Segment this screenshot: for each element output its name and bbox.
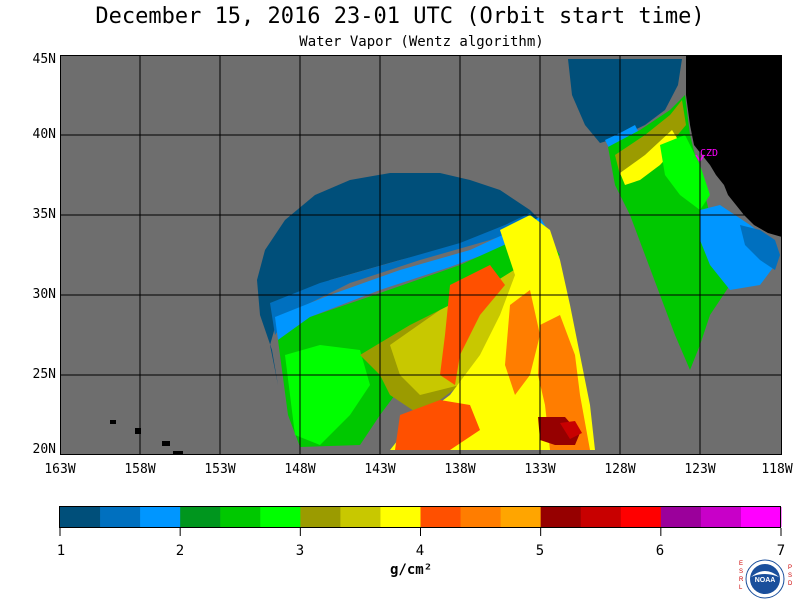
swath-east (568, 59, 780, 370)
swath-west-dark-blue (257, 173, 540, 385)
lon-label-163w: 163W (44, 462, 76, 477)
logo-inner-circle (750, 564, 780, 594)
lon-label-128w: 128W (604, 462, 636, 477)
colorbar-swatch (700, 507, 742, 527)
lat-label-40n: 40N (32, 127, 56, 142)
colorbar-label-6: 6 (655, 543, 665, 559)
colorbar-swatch (380, 507, 421, 527)
colorbar-swatch (260, 507, 301, 527)
station-label: CZD (700, 148, 718, 159)
lat-label-20n: 20N (32, 442, 56, 457)
swath-west-mid-blue (270, 213, 538, 335)
colorbar-ticks (59, 528, 782, 536)
colorbar-label-5: 5 (535, 543, 545, 559)
lat-label-35n: 35N (32, 207, 56, 222)
swath-east-bright-green (660, 135, 710, 210)
swath-east-light-blue (605, 125, 640, 150)
swath-west-orange-3 (538, 315, 590, 450)
swath-east-olive (615, 100, 686, 175)
colorbar-swatch (620, 507, 662, 527)
island (110, 420, 116, 424)
colorbar-frame (59, 506, 781, 528)
north-america-land (686, 55, 782, 237)
colorbar-label-1: 1 (56, 543, 66, 559)
colorbar-units: g/cm² (390, 562, 433, 578)
swath-west-light-blue (275, 217, 546, 340)
water-vapor-map: CZD (60, 55, 782, 455)
swath-west-bright-green (285, 345, 370, 445)
lon-label-133w: 133W (524, 462, 556, 477)
colorbar (59, 506, 782, 536)
colorbar-swatch (500, 507, 542, 527)
lon-label-118w: 118W (761, 462, 793, 477)
colorbar-swatch (660, 507, 702, 527)
swath-west-orange-4 (395, 400, 480, 450)
lon-label-153w: 153W (204, 462, 236, 477)
swath-east-dark-blue (568, 59, 682, 143)
colorbar-swatch (300, 507, 341, 527)
colorbar-swatch (740, 507, 782, 527)
colorbar-label-7: 7 (776, 543, 786, 559)
colorbar-swatch (580, 507, 622, 527)
island (162, 441, 170, 446)
page-subtitle: Water Vapor (Wentz algorithm) (299, 34, 544, 50)
island (135, 428, 141, 434)
logo-text: NOAA (755, 577, 776, 584)
colorbar-swatch (220, 507, 261, 527)
lon-label-138w: 138W (444, 462, 476, 477)
lon-label-148w: 148W (284, 462, 316, 477)
colorbar-label-3: 3 (295, 543, 305, 559)
colorbar-swatches (60, 507, 782, 527)
colorbar-swatch (420, 507, 462, 527)
lon-label-123w: 123W (684, 462, 716, 477)
island (173, 451, 183, 455)
colorbar-swatch (540, 507, 582, 527)
lat-label-25n: 25N (32, 367, 56, 382)
lon-label-143w: 143W (364, 462, 396, 477)
page-title: December 15, 2016 23-01 UTC (Orbit start… (95, 4, 705, 29)
map-frame (60, 55, 782, 455)
colorbar-swatch (60, 507, 101, 527)
lat-label-45n: 45N (32, 52, 56, 67)
colorbar-label-4: 4 (415, 543, 425, 559)
swath-west-red (560, 421, 582, 439)
colorbar-swatch (140, 507, 181, 527)
colorbar-swatch (180, 507, 221, 527)
swath-west (257, 173, 595, 450)
swath-east-blue-coast (700, 205, 775, 290)
swath-west-orange-2 (505, 290, 540, 395)
colorbar-label-2: 2 (175, 543, 185, 559)
swath-east-dark-blue-coast (740, 225, 780, 270)
logo-gull (751, 571, 779, 577)
hawaii-islands (110, 420, 183, 455)
colorbar-swatch (100, 507, 141, 527)
colorbar-swatch (460, 507, 502, 527)
colorbar-swatch (340, 507, 381, 527)
lat-label-30n: 30N (32, 287, 56, 302)
lon-label-158w: 158W (124, 462, 156, 477)
graticule (60, 55, 782, 455)
